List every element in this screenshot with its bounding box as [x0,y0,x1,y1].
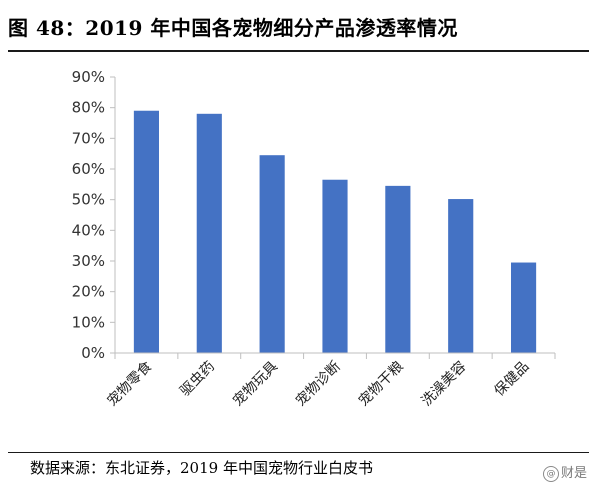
watermark: @ 财是 [542,462,587,482]
y-tick-label: 50% [72,191,105,209]
y-tick-label: 60% [72,160,105,178]
watermark-text: 财是 [560,466,587,481]
x-category-label: 保健品 [491,359,532,400]
bar [259,155,285,353]
x-category-label: 宠物玩具 [230,359,281,410]
x-category-label: 宠物干粮 [356,359,407,410]
chart-title: 图 48：2019 年中国各宠物细分产品渗透率情况 [8,16,458,40]
x-category-label: 宠物诊断 [293,359,344,410]
y-tick-label: 70% [72,129,105,147]
y-tick-label: 20% [72,283,105,301]
watermark-logo-icon: @ [542,465,559,482]
y-tick-label: 30% [72,252,105,270]
bar-chart: 0% 10% 20% 30% 40% 50% 60% 70% 80% 90% 宠物零食 驱虫药 宠物玩… [72,68,556,410]
y-tick-label: 0% [81,344,105,362]
bar [322,179,348,353]
bar-series [133,110,537,353]
x-axis: 宠物零食 驱虫药 宠物玩具 宠物诊断 宠物干粮 洗澡美容 保健品 [104,352,556,410]
y-tick-label: 80% [72,99,105,117]
x-category-label: 驱虫药 [177,359,218,400]
bar [196,113,222,353]
y-tick-label: 90% [72,68,105,86]
bar [448,199,474,353]
bar [511,262,537,353]
y-tick-label: 40% [72,221,105,239]
source-note: 数据来源：东北证券，2019 年中国宠物行业白皮书 [30,459,373,477]
x-category-label: 洗澡美容 [418,358,470,410]
title-divider [8,50,589,52]
y-tick-label: 10% [72,313,105,331]
bar [385,185,411,353]
y-axis: 0% 10% 20% 30% 40% 50% 60% 70% 80% 90% [72,68,116,362]
source-divider [8,452,589,453]
bar [133,110,159,353]
x-category-label: 宠物零食 [104,358,156,410]
